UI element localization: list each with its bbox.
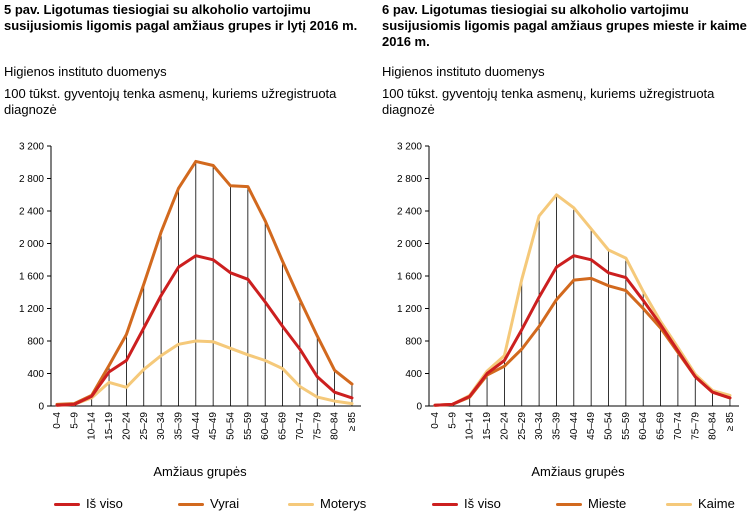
legend-swatch	[666, 503, 692, 507]
x-tick-label: ≥ 85	[347, 412, 358, 432]
y-tick-label: 2 000	[397, 239, 422, 250]
legend-label: Iš viso	[86, 496, 123, 511]
y-tick-label: 400	[405, 369, 422, 380]
x-tick-label: 15–19	[104, 412, 115, 440]
x-tick-label: 30–34	[156, 412, 167, 440]
legend-label: Iš viso	[464, 496, 501, 511]
x-tick-label: 55–59	[243, 412, 254, 440]
x-tick-label: 10–14	[87, 412, 98, 440]
legend-swatch	[54, 503, 80, 507]
legend-label: Vyrai	[210, 496, 240, 511]
x-tick-label: 45–49	[208, 412, 219, 440]
series-line-2	[55, 159, 354, 406]
x-tick-label: 25–29	[139, 412, 150, 440]
y-tick-label: 2 400	[19, 207, 44, 218]
series-line-1	[433, 254, 732, 407]
x-tick-label: 35–39	[551, 412, 562, 440]
x-tick-label: 25–29	[517, 412, 528, 440]
x-tick-label: 5–9	[69, 412, 80, 429]
legend-label: Kaime	[698, 496, 735, 511]
y-tick-label: 0	[38, 402, 44, 413]
x-tick-label: 80–84	[330, 412, 341, 440]
legend-label: Mieste	[588, 496, 627, 511]
chart-panel-5: 5 pav. Ligotumas tiesiogiai su alkoholio…	[0, 0, 372, 512]
x-tick-label: 65–69	[278, 412, 289, 440]
x-tick-label: 35–39	[173, 412, 184, 440]
y-tick-label: 0	[416, 402, 422, 413]
legend-item: Iš viso	[432, 496, 501, 512]
y-tick-label: 2 800	[19, 174, 44, 185]
x-tick-label: 5–9	[447, 412, 458, 429]
y-tick-label: 3 200	[397, 142, 422, 153]
legend-label: Moterys	[320, 496, 367, 511]
series-line-1	[55, 254, 354, 407]
x-tick-label: 75–79	[312, 412, 323, 440]
chart-title: 5 pav. Ligotumas tiesiogiai su alkoholio…	[4, 2, 358, 33]
y-tick-label: 800	[405, 337, 422, 348]
y-tick-label: 2 800	[397, 174, 422, 185]
chart-legend: Iš viso Mieste Kaime	[378, 496, 750, 512]
x-tick-label: 55–59	[621, 412, 632, 440]
chart-plot: 0 400 800 1 200 1 600 2 000 2 400 2 800 3 200 0–4…	[19, 142, 361, 479]
legend-swatch	[178, 503, 204, 507]
x-tick-label: 20–24	[121, 412, 132, 440]
x-tick-label: 75–79	[690, 412, 701, 440]
series-line-3	[433, 193, 732, 407]
x-tick-label: 45–49	[586, 412, 597, 440]
x-tick-label: 60–64	[260, 412, 271, 440]
x-tick-label: 0–4	[52, 412, 63, 429]
x-tick-label: 0–4	[430, 412, 441, 429]
legend-item: Kaime	[666, 496, 735, 512]
x-tick-label: 15–19	[482, 412, 493, 440]
legend-swatch	[288, 503, 314, 507]
x-tick-label: 10–14	[465, 412, 476, 440]
x-tick-label: 20–24	[499, 412, 510, 440]
chart-source: Higienos instituto duomenys	[382, 64, 545, 79]
x-tick-label: 50–54	[226, 412, 237, 440]
y-tick-label: 1 200	[397, 304, 422, 315]
y-tick-label: 2 000	[19, 239, 44, 250]
x-tick-label: 80–84	[708, 412, 719, 440]
y-tick-label: 3 200	[19, 142, 44, 153]
y-tick-label: 400	[27, 369, 44, 380]
y-tick-label: 1 600	[397, 272, 422, 283]
chart-legend: Iš viso Vyrai Moterys	[0, 496, 372, 512]
legend-swatch	[432, 503, 458, 507]
legend-swatch	[556, 503, 582, 507]
x-tick-label: 65–69	[656, 412, 667, 440]
series-line-3	[55, 339, 354, 407]
legend-item: Iš viso	[54, 496, 123, 512]
chart-subtitle: 100 tūkst. gyventojų tenka asmenų, kurie…	[382, 86, 715, 117]
chart-subtitle: 100 tūkst. gyventojų tenka asmenų, kurie…	[4, 86, 337, 117]
x-axis-label: Amžiaus grupės	[153, 464, 247, 479]
chart-panel-6: 6 pav. Ligotumas tiesiogiai su alkoholio…	[378, 0, 750, 512]
y-tick-label: 2 400	[397, 207, 422, 218]
y-tick-label: 800	[27, 337, 44, 348]
x-axis-label: Amžiaus grupės	[531, 464, 625, 479]
chart-source: Higienos instituto duomenys	[4, 64, 167, 79]
x-tick-label: 70–74	[295, 412, 306, 440]
x-tick-label: 50–54	[604, 412, 615, 440]
legend-item: Mieste	[556, 496, 626, 512]
x-tick-label: 70–74	[673, 412, 684, 440]
chart-title: 6 pav. Ligotumas tiesiogiai su alkoholio…	[382, 2, 747, 49]
legend-item: Vyrai	[178, 496, 239, 512]
y-tick-label: 1 600	[19, 272, 44, 283]
legend-item: Moterys	[288, 496, 366, 512]
x-tick-label: 40–44	[191, 412, 202, 440]
x-tick-label: 60–64	[638, 412, 649, 440]
y-tick-label: 1 200	[19, 304, 44, 315]
x-tick-label: ≥ 85	[725, 412, 736, 432]
x-tick-label: 40–44	[569, 412, 580, 440]
chart-plot: 0 400 800 1 200 1 600 2 000 2 400 2 800 3 200 0–4…	[397, 142, 739, 479]
x-tick-label: 30–34	[534, 412, 545, 440]
